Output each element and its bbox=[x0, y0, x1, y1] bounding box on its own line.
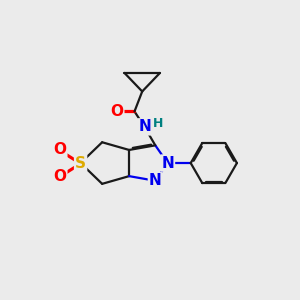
Text: O: O bbox=[53, 169, 66, 184]
Text: O: O bbox=[53, 142, 66, 158]
Text: N: N bbox=[161, 155, 174, 170]
Text: S: S bbox=[75, 155, 86, 170]
Text: H: H bbox=[153, 117, 164, 130]
Text: O: O bbox=[110, 104, 123, 119]
Text: N: N bbox=[138, 119, 151, 134]
Text: N: N bbox=[149, 173, 162, 188]
